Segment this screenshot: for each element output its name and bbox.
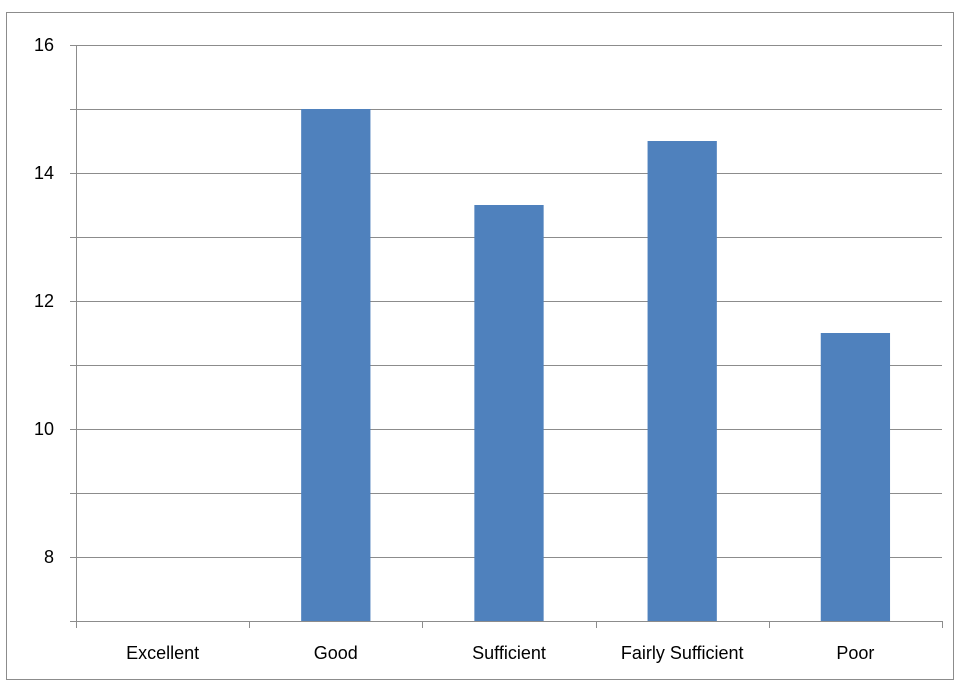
x-tick-label: Excellent [126, 643, 199, 663]
y-tick-label: 12 [34, 291, 54, 311]
bar-poor [820, 333, 891, 621]
x-tick-label: Good [314, 643, 358, 663]
bar-sufficient [474, 205, 544, 621]
x-tick-label: Sufficient [472, 643, 546, 663]
x-tick-label: Fairly Sufficient [621, 643, 744, 663]
y-tick-label: 14 [34, 163, 54, 183]
axis-labels: 8 10 12 14 16 Excellent Good Sufficient Fairly S… [34, 35, 874, 663]
y-tick-label: 10 [34, 419, 54, 439]
bar-fairly-sufficient [647, 141, 717, 621]
axes [70, 45, 943, 628]
bars [301, 109, 891, 621]
bar-good [301, 109, 371, 621]
y-tick-label: 16 [34, 35, 54, 55]
y-tick-label: 8 [44, 547, 54, 567]
x-tick-label: Poor [836, 643, 874, 663]
